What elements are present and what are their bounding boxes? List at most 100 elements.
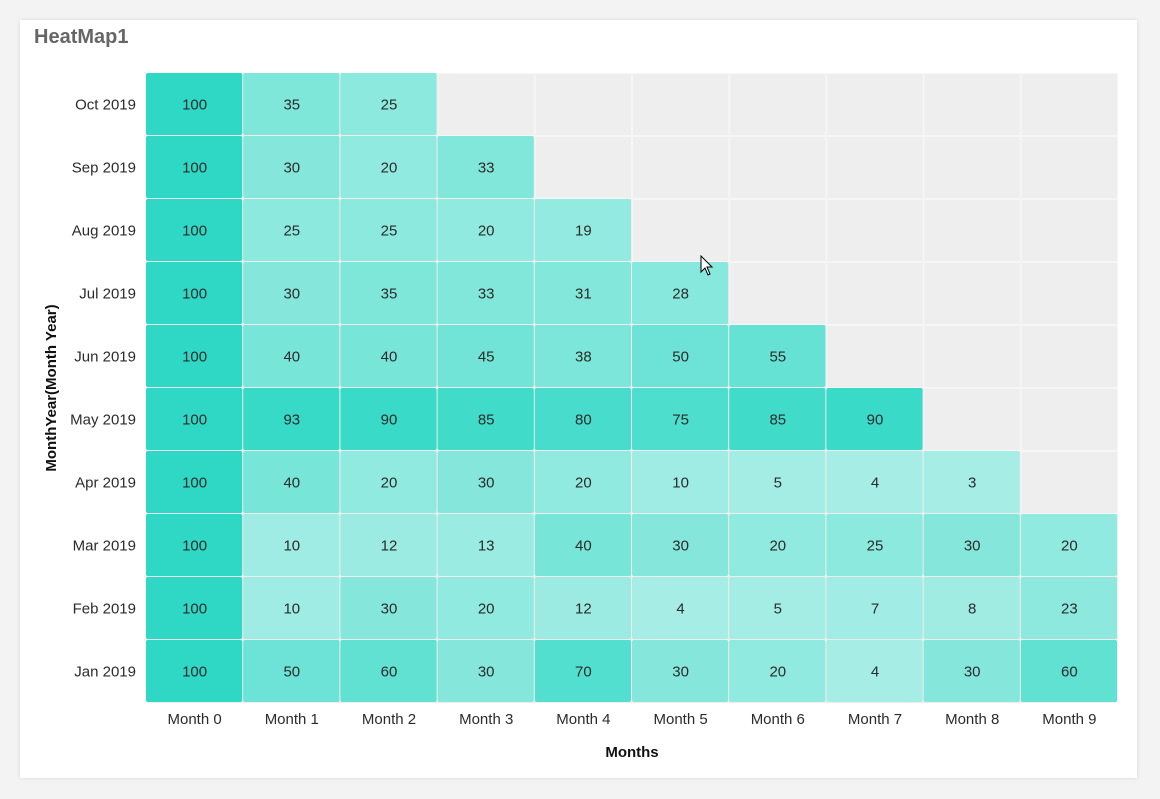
heatmap-cell[interactable] — [437, 199, 534, 261]
x-axis-tick-label: Month 4 — [556, 711, 610, 728]
heatmap-cell[interactable] — [729, 640, 826, 702]
heatmap-cell[interactable] — [632, 451, 729, 513]
heatmap-cell[interactable] — [437, 325, 534, 387]
heatmap-cell[interactable] — [632, 577, 729, 639]
heatmap-cell[interactable] — [340, 325, 437, 387]
heatmap-cell[interactable] — [146, 73, 243, 135]
heatmap-cell-value: 30 — [672, 664, 689, 681]
x-axis-tick-label: Month 8 — [945, 711, 999, 728]
heatmap-cell[interactable] — [340, 388, 437, 450]
heatmap-cell-value: 8 — [968, 601, 976, 618]
heatmap-cell-value: 20 — [769, 538, 786, 555]
x-axis-tick-label: Month 6 — [751, 711, 805, 728]
heatmap-cell[interactable] — [340, 577, 437, 639]
heatmap-cell[interactable] — [243, 577, 340, 639]
heatmap-cell[interactable] — [729, 577, 826, 639]
heatmap-cell[interactable] — [437, 388, 534, 450]
heatmap-cell[interactable] — [146, 451, 243, 513]
heatmap-cell[interactable] — [146, 325, 243, 387]
heatmap-cell-value: 30 — [672, 538, 689, 555]
heatmap-cell[interactable] — [923, 577, 1020, 639]
heatmap-cell[interactable] — [534, 388, 631, 450]
y-axis-tick-label: May 2019 — [70, 412, 136, 429]
heatmap-empty-cell — [1020, 199, 1118, 262]
heatmap-cell[interactable] — [340, 451, 437, 513]
heatmap-cell-value: 20 — [381, 475, 398, 492]
heatmap-cell-value: 12 — [575, 601, 592, 618]
heatmap-empty-cell — [1020, 136, 1118, 199]
heatmap-cell[interactable] — [340, 640, 437, 702]
heatmap-cell[interactable] — [1020, 640, 1117, 702]
heatmap-cell[interactable] — [534, 451, 631, 513]
heatmap-cell[interactable] — [1020, 514, 1117, 576]
heatmap-cell[interactable] — [243, 388, 340, 450]
heatmap-cell-value: 30 — [964, 664, 981, 681]
heatmap-cell[interactable] — [437, 262, 534, 324]
heatmap-cell[interactable] — [437, 640, 534, 702]
heatmap-cell[interactable] — [729, 451, 826, 513]
heatmap-cell-value: 33 — [478, 286, 495, 303]
heatmap-cell-value: 20 — [575, 475, 592, 492]
heatmap-cell[interactable] — [243, 136, 340, 198]
heatmap-cell[interactable] — [340, 73, 437, 135]
heatmap-cell[interactable] — [632, 325, 729, 387]
heatmap-cell[interactable] — [534, 262, 631, 324]
x-axis-tick-label: Month 5 — [653, 711, 707, 728]
heatmap-cell[interactable] — [437, 451, 534, 513]
heatmap-cell[interactable] — [243, 262, 340, 324]
heatmap-cell[interactable] — [729, 325, 826, 387]
heatmap-cell[interactable] — [923, 514, 1020, 576]
heatmap-cell[interactable] — [729, 514, 826, 576]
heatmap-cell-value: 90 — [867, 412, 884, 429]
heatmap-cell[interactable] — [437, 514, 534, 576]
heatmap-cell[interactable] — [243, 451, 340, 513]
heatmap-cell[interactable] — [437, 577, 534, 639]
heatmap-cell[interactable] — [340, 514, 437, 576]
heatmap-cell-value: 4 — [676, 601, 684, 618]
heatmap-cell[interactable] — [146, 262, 243, 324]
heatmap-cell[interactable] — [826, 388, 923, 450]
heatmap-cell[interactable] — [632, 262, 729, 324]
heatmap-cell-value: 85 — [769, 412, 786, 429]
heatmap-cell[interactable] — [243, 514, 340, 576]
heatmap-cell[interactable] — [146, 388, 243, 450]
heatmap-cell[interactable] — [243, 199, 340, 261]
heatmap-cell[interactable] — [826, 577, 923, 639]
heatmap-cell[interactable] — [534, 199, 631, 261]
heatmap-cell[interactable] — [340, 136, 437, 198]
heatmap-cell[interactable] — [632, 640, 729, 702]
heatmap-cell[interactable] — [340, 262, 437, 324]
heatmap-cell[interactable] — [243, 73, 340, 135]
heatmap-cell[interactable] — [534, 640, 631, 702]
heatmap-cell[interactable] — [146, 199, 243, 261]
heatmap-cell[interactable] — [146, 640, 243, 702]
heatmap-cell[interactable] — [146, 514, 243, 576]
heatmap-cell[interactable] — [534, 577, 631, 639]
heatmap-cell[interactable] — [1020, 577, 1117, 639]
heatmap-cell[interactable] — [243, 640, 340, 702]
heatmap-cell[interactable] — [340, 199, 437, 261]
heatmap-cell[interactable] — [146, 136, 243, 198]
heatmap-cell[interactable] — [826, 451, 923, 513]
heatmap-cell[interactable] — [632, 388, 729, 450]
heatmap-cell[interactable] — [923, 640, 1020, 702]
heatmap-cell[interactable] — [729, 388, 826, 450]
heatmap-cell[interactable] — [146, 577, 243, 639]
heatmap-cell[interactable] — [534, 325, 631, 387]
heatmap-empty-cell — [1020, 388, 1118, 451]
heatmap-cell[interactable] — [534, 514, 631, 576]
heatmap-cell[interactable] — [923, 451, 1020, 513]
heatmap-cell-value: 25 — [381, 97, 398, 114]
heatmap-cell[interactable] — [826, 640, 923, 702]
heatmap-cell[interactable] — [437, 136, 534, 198]
y-axis-title: MonthYear(Month Year) — [43, 304, 60, 471]
y-axis-tick-label: Apr 2019 — [75, 475, 136, 492]
y-axis-tick-label: Jan 2019 — [74, 664, 136, 681]
heatmap-cell[interactable] — [826, 514, 923, 576]
heatmap-cell[interactable] — [632, 514, 729, 576]
heatmap-cell-value: 80 — [575, 412, 592, 429]
heatmap-empty-cell — [729, 136, 827, 199]
heatmap-empty-cell — [632, 136, 730, 199]
heatmap-cell[interactable] — [243, 325, 340, 387]
heatmap-cell-value: 100 — [182, 286, 207, 303]
